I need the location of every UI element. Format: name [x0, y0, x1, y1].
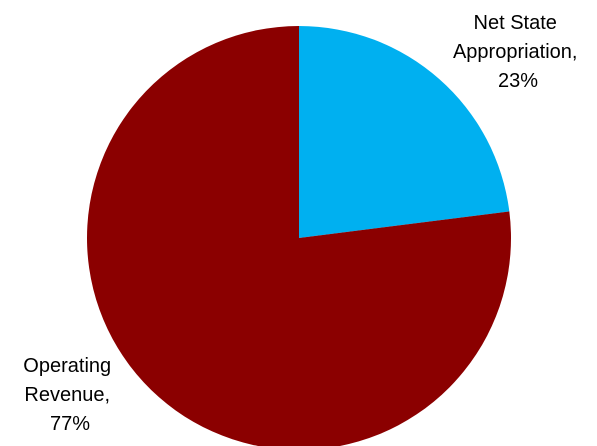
slice-label-net-state-appropriation-line-3: 23%: [498, 70, 538, 92]
slice-label-operating-revenue-line-3: 77%: [50, 413, 90, 435]
pie-labels: Net State Appropriation, 23% Operating R…: [23, 12, 583, 435]
pie-slices: [87, 26, 511, 446]
pie-slice-net-state: [299, 26, 510, 238]
pie-slice-operating: [87, 26, 511, 446]
slice-label-net-state-appropriation: Net State Appropriation, 23%: [453, 12, 583, 92]
slice-label-operating-revenue-line-1: Operating: [23, 355, 111, 377]
slice-label-net-state-appropriation-line-1: Net State: [474, 12, 557, 34]
slice-label-net-state-appropriation-line-2: Appropriation,: [453, 41, 578, 63]
slice-label-operating-revenue: Operating Revenue, 77%: [23, 355, 116, 435]
slice-label-operating-revenue-line-2: Revenue,: [24, 384, 110, 406]
